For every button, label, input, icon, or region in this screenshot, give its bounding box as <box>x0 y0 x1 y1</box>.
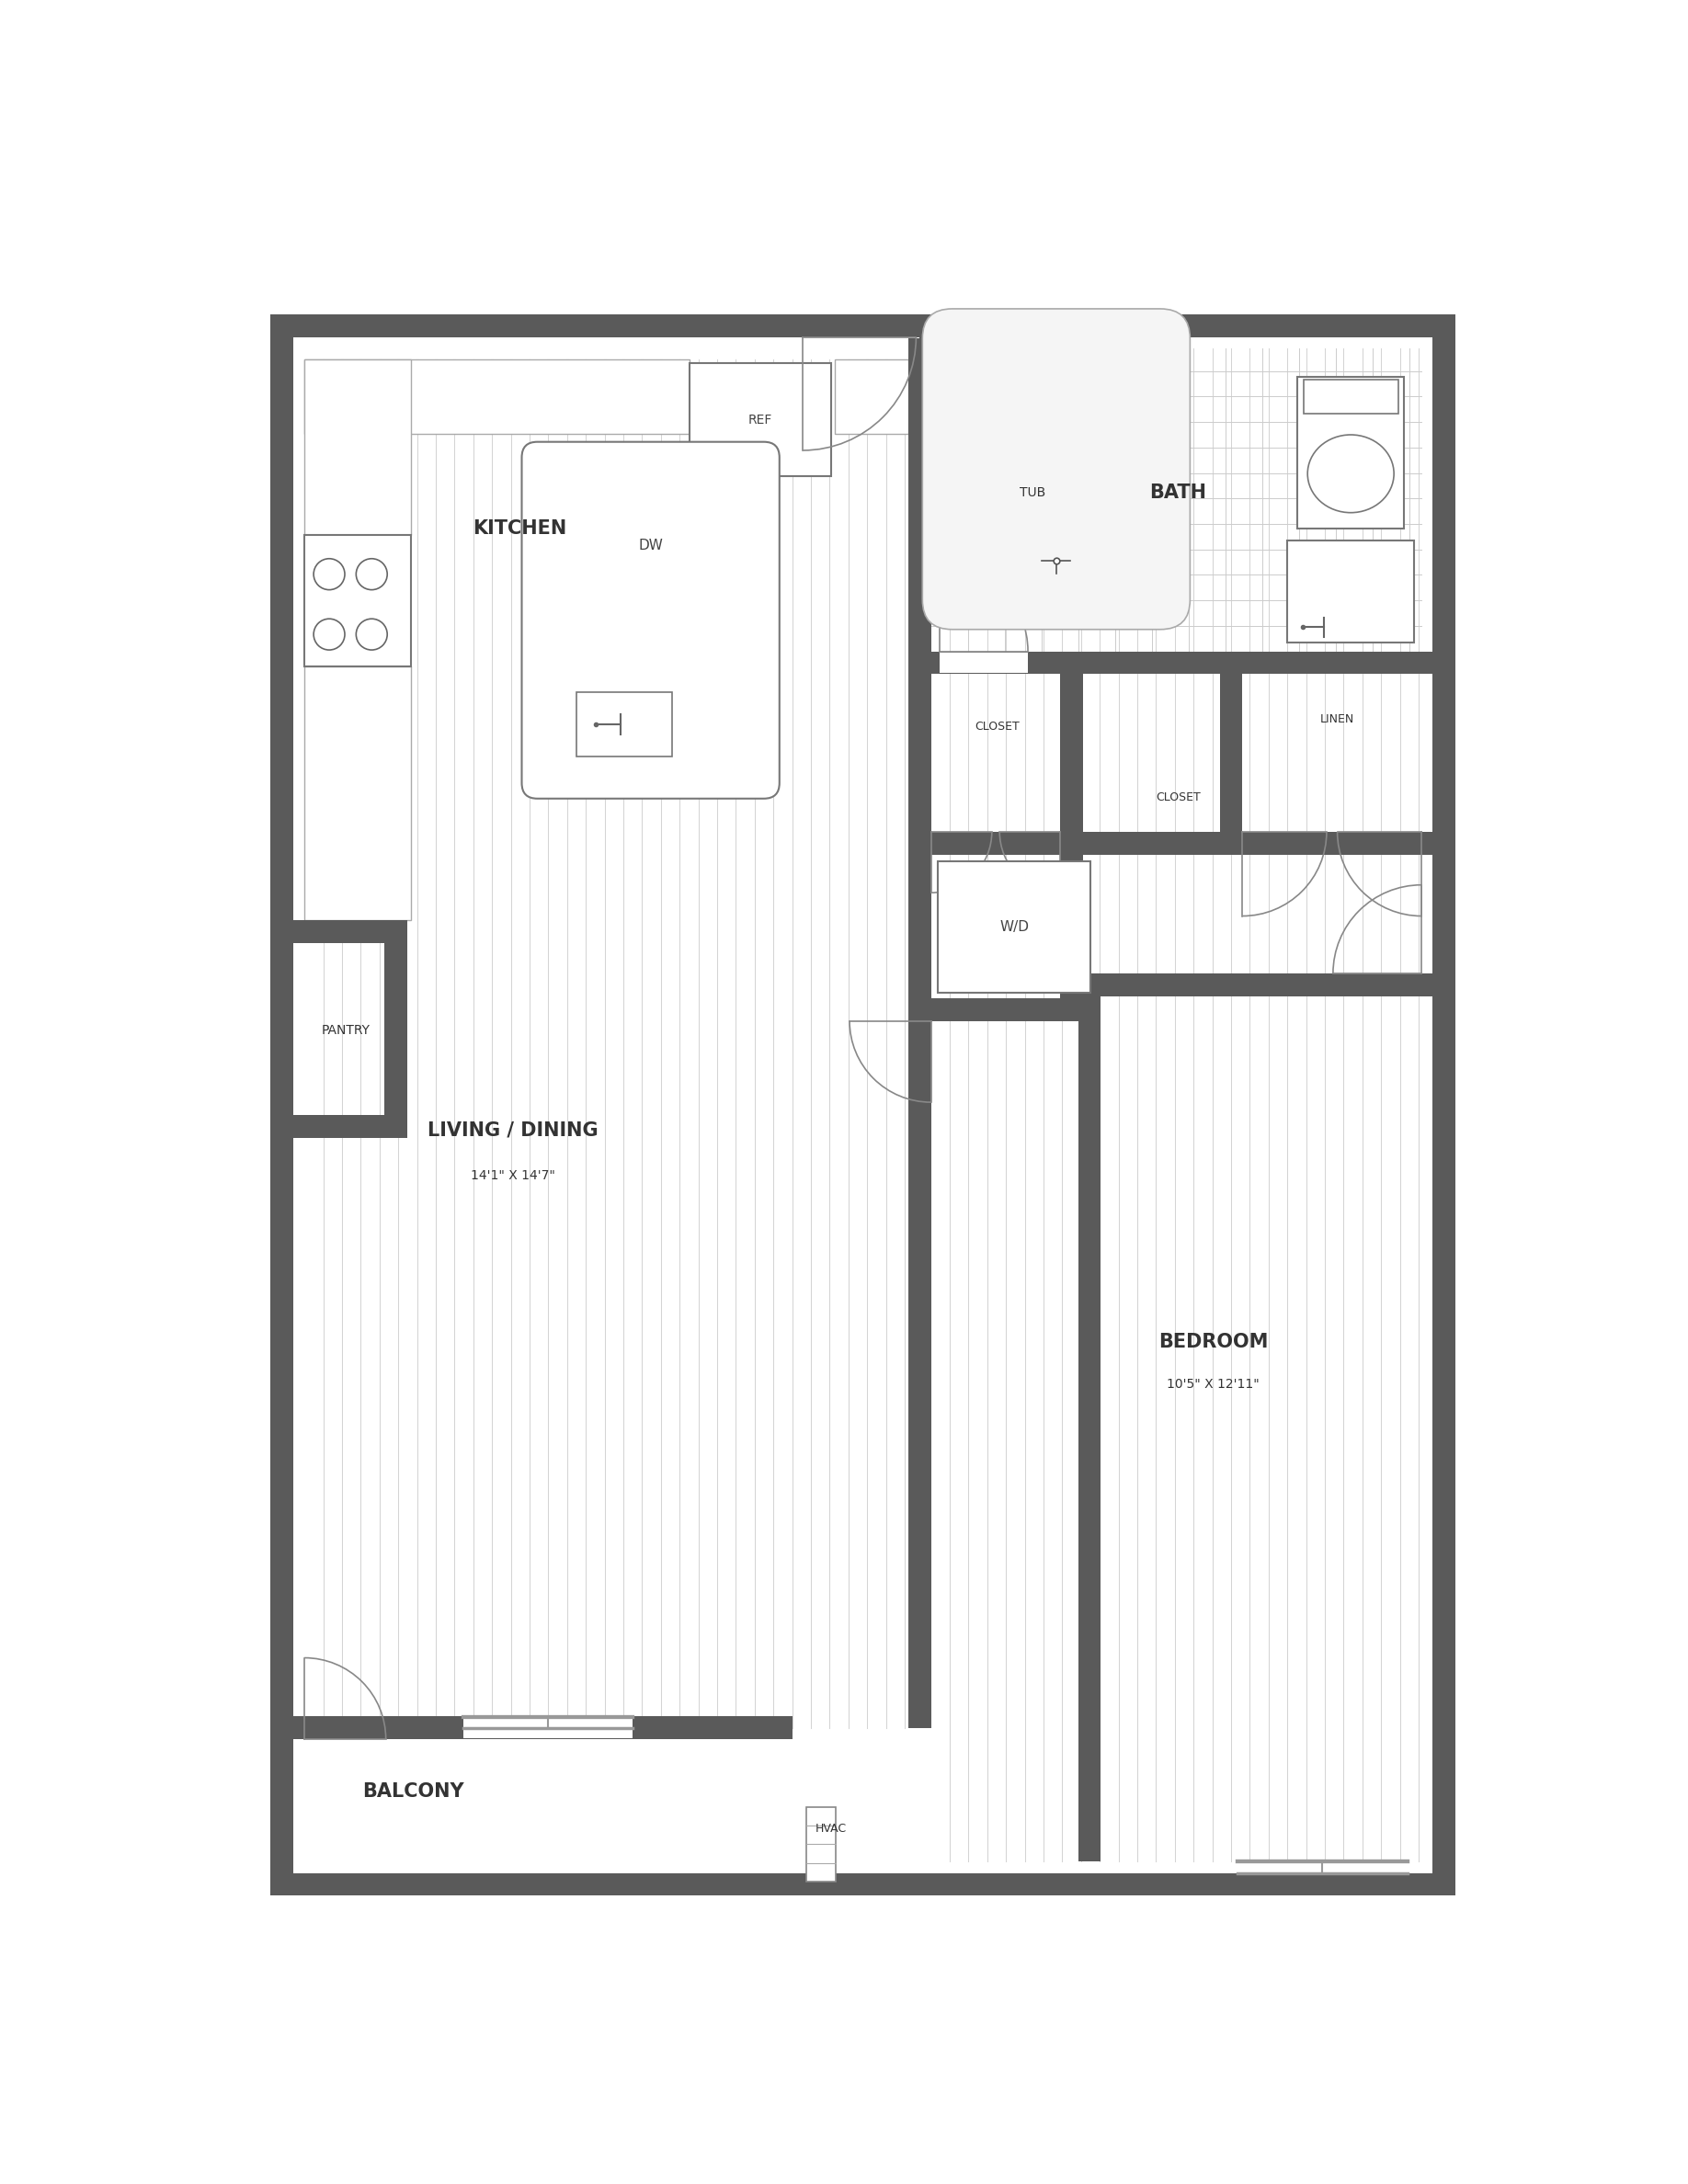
Bar <box>1423 885 1443 974</box>
Bar <box>282 1116 407 1138</box>
Bar <box>463 1717 633 1738</box>
Bar <box>689 363 830 476</box>
Text: LINEN: LINEN <box>1320 714 1354 725</box>
Bar <box>1237 1863 1408 1883</box>
Text: CLOSET: CLOSET <box>976 721 1020 732</box>
Bar <box>270 314 1455 336</box>
Bar <box>940 653 1028 673</box>
Bar <box>270 1874 1455 1896</box>
Text: BATH: BATH <box>1150 483 1207 502</box>
Bar <box>576 692 672 756</box>
Text: HVAC: HVAC <box>815 1824 847 1835</box>
Bar <box>940 325 1173 612</box>
Bar <box>304 666 410 919</box>
Bar <box>807 1806 836 1880</box>
Bar <box>1079 974 1445 996</box>
Bar <box>908 651 1445 675</box>
Bar <box>908 662 932 843</box>
Bar <box>304 360 689 435</box>
Bar <box>304 360 410 535</box>
Bar <box>1079 985 1101 1861</box>
FancyBboxPatch shape <box>522 441 780 799</box>
Bar <box>908 1009 932 1728</box>
Bar <box>304 535 410 666</box>
Bar <box>1303 380 1398 413</box>
Bar <box>1298 378 1404 529</box>
Bar <box>270 314 294 1896</box>
Text: W/D: W/D <box>999 919 1028 935</box>
Text: LIVING / DINING: LIVING / DINING <box>427 1120 598 1140</box>
Bar <box>908 998 1084 1020</box>
Text: TUB: TUB <box>1020 487 1047 500</box>
Bar <box>1220 662 1242 843</box>
Text: BEDROOM: BEDROOM <box>1158 1332 1268 1352</box>
Bar <box>1433 314 1455 1896</box>
Bar <box>1060 843 1084 1009</box>
Bar <box>282 919 407 943</box>
Bar <box>282 1717 793 1738</box>
Bar <box>908 336 932 662</box>
Bar <box>1286 539 1415 642</box>
Bar <box>908 832 1445 854</box>
Text: BALCONY: BALCONY <box>363 1782 464 1802</box>
Text: CLOSET: CLOSET <box>1156 791 1200 804</box>
Text: 14'1" X 14'7": 14'1" X 14'7" <box>471 1168 555 1182</box>
Bar <box>908 843 932 1009</box>
FancyBboxPatch shape <box>922 308 1190 629</box>
Text: DW: DW <box>638 539 663 553</box>
Bar <box>1060 662 1084 843</box>
Text: REF: REF <box>748 413 773 426</box>
Bar <box>385 933 407 1127</box>
Bar <box>798 314 920 339</box>
Text: KITCHEN: KITCHEN <box>473 520 567 537</box>
Text: PANTRY: PANTRY <box>322 1024 371 1037</box>
Ellipse shape <box>1308 435 1394 513</box>
Bar <box>939 860 1090 992</box>
Text: 10'5" X 12'11": 10'5" X 12'11" <box>1166 1378 1259 1391</box>
Bar <box>834 360 908 435</box>
